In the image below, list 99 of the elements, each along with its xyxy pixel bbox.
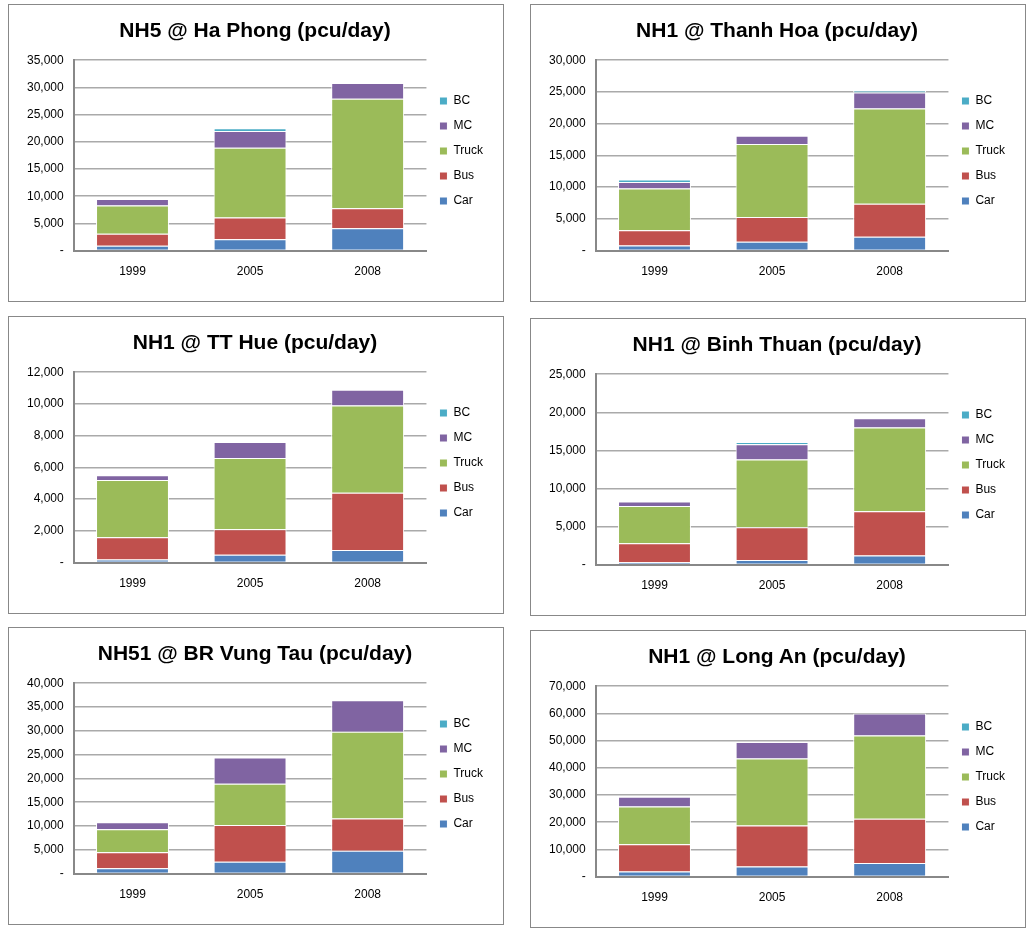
- legend-label: Bus: [453, 791, 475, 806]
- chart-title: NH51 @ BR Vung Tau (pcu/day): [97, 641, 413, 665]
- y-tick-label: 12,000: [27, 364, 65, 379]
- y-tick-label: -: [581, 556, 586, 571]
- legend-label: Bus: [453, 168, 475, 183]
- x-tick-label: 1999: [119, 887, 147, 902]
- x-tick-label: 1999: [641, 890, 669, 905]
- y-tick-label: 15,000: [549, 442, 587, 457]
- y-tick-label: 2,000: [33, 523, 65, 538]
- y-tick-label: 10,000: [27, 396, 65, 411]
- x-tick-label: 2005: [758, 578, 786, 593]
- x-tick-label: 1999: [641, 264, 669, 279]
- legend-label: BC: [975, 93, 993, 108]
- y-tick-label: -: [59, 865, 64, 880]
- x-tick-label: 2008: [876, 890, 904, 905]
- legend-label: Bus: [453, 480, 475, 495]
- y-tick-label: 35,000: [27, 699, 65, 714]
- x-tick-label: 2008: [354, 576, 382, 591]
- y-tick-label: 8,000: [33, 427, 65, 442]
- y-tick-label: 70,000: [549, 678, 587, 693]
- x-tick-label: 2008: [876, 264, 904, 279]
- y-tick-label: 10,000: [549, 179, 587, 194]
- y-tick-label: 10,000: [27, 818, 65, 833]
- legend-label: Bus: [975, 794, 997, 809]
- y-tick-label: 10,000: [27, 188, 65, 203]
- x-tick-label: 2005: [758, 890, 786, 905]
- x-tick-label: 2008: [354, 887, 382, 902]
- y-tick-label: 40,000: [549, 760, 587, 775]
- y-tick-label: 50,000: [549, 732, 587, 747]
- legend-label: MC: [975, 432, 995, 447]
- y-tick-label: 10,000: [549, 841, 587, 856]
- legend-label: Car: [453, 193, 473, 208]
- y-tick-label: 30,000: [27, 79, 65, 94]
- chart-title: NH5 @ Ha Phong (pcu/day): [119, 18, 391, 42]
- legend-label: BC: [975, 407, 993, 422]
- y-tick-label: 20,000: [549, 404, 587, 419]
- y-tick-label: 20,000: [549, 814, 587, 829]
- y-tick-label: 15,000: [27, 161, 65, 176]
- legend-label: Bus: [975, 482, 997, 497]
- x-tick-label: 1999: [641, 578, 669, 593]
- y-tick-label: -: [59, 242, 64, 257]
- y-tick-label: 25,000: [549, 366, 587, 381]
- x-tick-label: 1999: [119, 264, 147, 279]
- y-tick-label: 5,000: [555, 211, 587, 226]
- y-tick-label: 25,000: [27, 106, 65, 121]
- y-tick-label: 30,000: [27, 723, 65, 738]
- y-tick-label: 60,000: [549, 705, 587, 720]
- y-tick-label: 15,000: [549, 147, 587, 162]
- legend-label: MC: [453, 430, 473, 445]
- y-tick-label: -: [59, 554, 64, 569]
- legend-label: Car: [975, 193, 995, 208]
- legend-label: Bus: [975, 168, 997, 183]
- y-tick-label: 10,000: [549, 480, 587, 495]
- x-tick-label: 2005: [236, 576, 264, 591]
- legend-label: Car: [975, 507, 995, 522]
- x-tick-label: 2005: [236, 887, 264, 902]
- legend-label: Truck: [453, 766, 484, 781]
- y-tick-label: 20,000: [549, 115, 587, 130]
- y-tick-label: 5,000: [33, 215, 65, 230]
- legend-label: Truck: [975, 457, 1006, 472]
- legend-label: Car: [975, 819, 995, 834]
- legend-label: MC: [975, 118, 995, 133]
- x-tick-label: 1999: [119, 576, 147, 591]
- y-tick-label: 40,000: [27, 675, 65, 690]
- chart-title: NH1 @ Thanh Hoa (pcu/day): [636, 18, 918, 42]
- legend-label: Truck: [975, 769, 1006, 784]
- legend-label: Truck: [975, 143, 1006, 158]
- y-tick-label: -: [581, 242, 586, 257]
- x-tick-label: 2005: [236, 264, 264, 279]
- y-tick-label: 35,000: [27, 52, 65, 67]
- legend-label: BC: [453, 405, 471, 420]
- y-tick-label: 20,000: [27, 770, 65, 785]
- y-tick-label: 4,000: [33, 491, 65, 506]
- legend-label: MC: [453, 741, 473, 756]
- y-tick-label: 15,000: [27, 794, 65, 809]
- y-tick-label: 6,000: [33, 459, 65, 474]
- y-tick-label: 30,000: [549, 787, 587, 802]
- legend-label: Car: [453, 505, 473, 520]
- y-tick-label: 5,000: [33, 842, 65, 857]
- chart-title: NH1 @ TT Hue (pcu/day): [132, 330, 378, 354]
- x-tick-label: 2008: [354, 264, 382, 279]
- legend-label: BC: [975, 719, 993, 734]
- legend-label: Truck: [453, 143, 484, 158]
- y-tick-label: 30,000: [549, 52, 587, 67]
- legend-label: MC: [975, 744, 995, 759]
- y-tick-label: 25,000: [27, 746, 65, 761]
- y-tick-label: 20,000: [27, 134, 65, 149]
- y-tick-label: -: [581, 868, 586, 883]
- chart-title: NH1 @ Binh Thuan (pcu/day): [632, 332, 922, 356]
- legend-label: BC: [453, 716, 471, 731]
- legend-label: MC: [453, 118, 473, 133]
- x-tick-label: 2008: [876, 578, 904, 593]
- legend-label: BC: [453, 93, 471, 108]
- legend-label: Car: [453, 816, 473, 831]
- legend-label: Truck: [453, 455, 484, 470]
- y-tick-label: 5,000: [555, 518, 587, 533]
- chart-title: NH1 @ Long An (pcu/day): [648, 644, 906, 668]
- y-tick-label: 25,000: [549, 84, 587, 99]
- x-tick-label: 2005: [758, 264, 786, 279]
